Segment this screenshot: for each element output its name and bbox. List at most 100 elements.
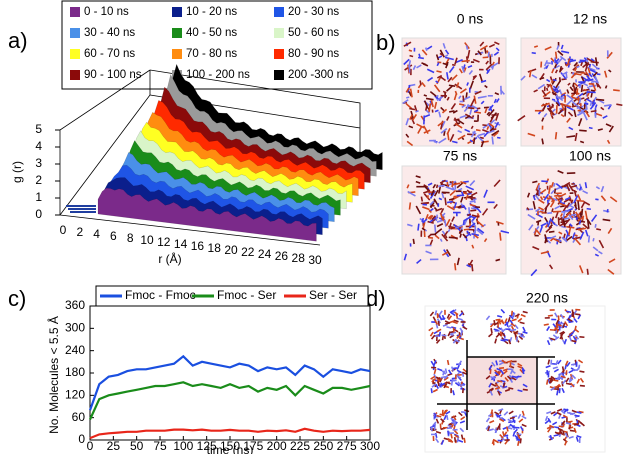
molecule bbox=[463, 181, 469, 182]
series-line bbox=[90, 382, 370, 419]
x-tick-label: 10 bbox=[140, 233, 154, 247]
molecule bbox=[593, 238, 594, 241]
y-tick-label: 360 bbox=[65, 298, 85, 312]
molecule bbox=[437, 185, 438, 188]
molecule bbox=[461, 61, 469, 62]
x-tick-label: 16 bbox=[191, 239, 205, 253]
molecule bbox=[548, 360, 549, 365]
molecule bbox=[580, 212, 581, 217]
molecule bbox=[606, 85, 607, 88]
legend-swatch bbox=[274, 49, 284, 59]
molecule bbox=[554, 101, 558, 102]
x-tick-label: 24 bbox=[258, 247, 272, 261]
snapshot-label: 75 ns bbox=[443, 148, 477, 164]
molecule bbox=[573, 83, 574, 87]
molecule bbox=[448, 133, 449, 140]
molecule bbox=[448, 360, 449, 365]
molecule bbox=[604, 105, 611, 106]
molecule bbox=[584, 103, 588, 104]
snapshot-label: 220 ns bbox=[526, 290, 568, 306]
x-tick-label: 28 bbox=[292, 251, 306, 265]
molecule bbox=[575, 326, 576, 331]
snapshot-label: 12 ns bbox=[573, 11, 607, 27]
molecule bbox=[553, 380, 558, 381]
molecule bbox=[420, 81, 421, 86]
x-tick-label: 20 bbox=[224, 243, 238, 257]
legend-label: 80 - 90 ns bbox=[288, 48, 339, 60]
molecule bbox=[510, 417, 515, 418]
molecule bbox=[553, 80, 557, 81]
molecule bbox=[500, 233, 501, 241]
molecule bbox=[556, 52, 557, 59]
legend-swatch bbox=[274, 28, 284, 38]
molecule bbox=[507, 427, 508, 432]
molecule bbox=[413, 239, 414, 244]
legend-swatch bbox=[70, 7, 80, 17]
x-tick-label: 50 bbox=[130, 439, 144, 453]
molecule bbox=[442, 335, 447, 336]
molecule bbox=[547, 88, 548, 91]
legend-swatch bbox=[274, 70, 284, 80]
molecule bbox=[523, 389, 528, 390]
molecule bbox=[457, 437, 458, 442]
molecule bbox=[555, 189, 556, 194]
molecule bbox=[464, 64, 465, 68]
snapshot-box bbox=[521, 38, 621, 146]
x-axis-label: r (Å) bbox=[158, 251, 181, 266]
molecule bbox=[452, 181, 453, 187]
x-tick-label: 75 bbox=[153, 439, 167, 453]
x-tick-label: 12 bbox=[157, 235, 171, 249]
molecule bbox=[435, 225, 436, 233]
molecule bbox=[455, 263, 456, 270]
molecule bbox=[549, 231, 554, 232]
x-tick-label: 14 bbox=[174, 237, 188, 251]
molecule bbox=[585, 182, 586, 188]
molecule bbox=[570, 430, 575, 431]
panel-label: d) bbox=[366, 286, 386, 311]
molecule bbox=[476, 130, 481, 131]
molecule bbox=[534, 46, 538, 47]
legend-label: 100 - 200 ns bbox=[186, 69, 250, 81]
molecule bbox=[591, 90, 595, 91]
y-tick-label: 180 bbox=[65, 365, 85, 379]
molecule bbox=[464, 229, 469, 230]
x-tick-label: 0 bbox=[60, 223, 67, 237]
molecule bbox=[607, 209, 608, 212]
molecule bbox=[446, 368, 447, 373]
molecule bbox=[557, 390, 558, 395]
molecule bbox=[469, 192, 473, 193]
molecule bbox=[438, 321, 439, 326]
molecule bbox=[546, 63, 551, 64]
x-tick-label: 4 bbox=[93, 227, 100, 241]
x-axis-label: time (ns) bbox=[207, 443, 254, 454]
x-tick-label: 25 bbox=[107, 439, 121, 453]
molecule bbox=[491, 409, 492, 414]
molecule bbox=[552, 208, 553, 212]
y-tick-label: 120 bbox=[65, 388, 85, 402]
molecule bbox=[577, 88, 578, 95]
molecule bbox=[571, 364, 576, 365]
molecule bbox=[518, 441, 519, 446]
legend-swatch bbox=[172, 49, 182, 59]
y-tick-label: 300 bbox=[65, 321, 85, 335]
molecule bbox=[424, 95, 427, 96]
y-tick-label: 240 bbox=[65, 343, 85, 357]
molecule bbox=[438, 185, 445, 186]
molecule bbox=[517, 376, 522, 377]
molecule bbox=[542, 139, 543, 145]
x-tick-label: 26 bbox=[275, 249, 289, 263]
molecule bbox=[551, 76, 552, 80]
molecule bbox=[541, 181, 548, 182]
legend-label: 40 - 50 ns bbox=[186, 27, 237, 39]
molecule bbox=[568, 421, 573, 422]
x-tick-label: 250 bbox=[313, 439, 333, 453]
molecule bbox=[449, 111, 454, 112]
molecule bbox=[419, 54, 420, 57]
molecule bbox=[446, 327, 451, 328]
y-tick-label: 4 bbox=[35, 139, 42, 153]
molecule bbox=[455, 437, 456, 442]
molecule bbox=[409, 50, 412, 51]
molecule bbox=[406, 97, 409, 98]
molecule bbox=[418, 224, 419, 231]
legend-swatch bbox=[70, 70, 80, 80]
